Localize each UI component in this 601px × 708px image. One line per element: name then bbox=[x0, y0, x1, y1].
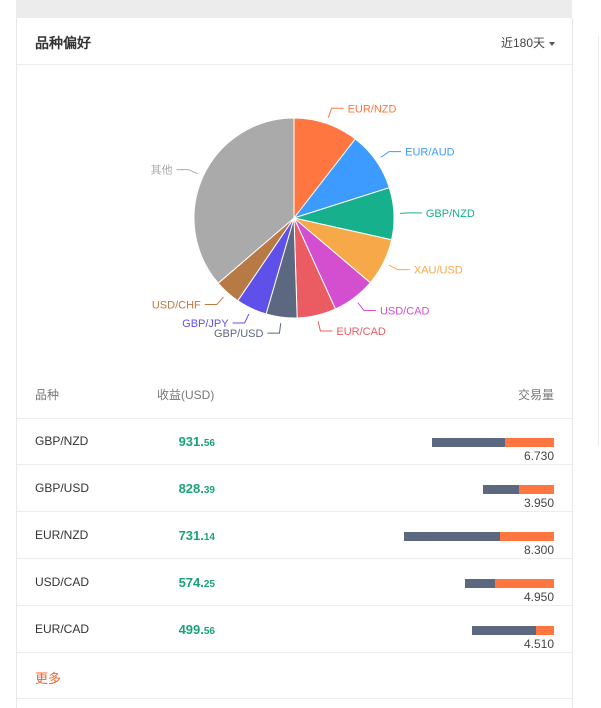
profit-integer: 731. bbox=[179, 528, 204, 543]
pie-chart: EUR/NZD EUR/AUD GBP/NZD XAU/USD USD/CAD EUR/C… bbox=[17, 18, 572, 358]
row-profit: 731.14 bbox=[157, 528, 215, 543]
volume-bar-segment-a bbox=[432, 438, 504, 447]
volume-bar-segment-a bbox=[465, 579, 496, 588]
top-divider bbox=[16, 0, 572, 18]
volume-bar bbox=[404, 532, 554, 541]
row-symbol: EUR/CAD bbox=[35, 622, 89, 636]
pie-label-line bbox=[233, 314, 249, 323]
pie-label-line bbox=[381, 152, 401, 158]
row-volume: 8.300 bbox=[524, 543, 554, 557]
volume-bar-segment-b bbox=[500, 532, 554, 541]
volume-bar bbox=[432, 438, 554, 447]
row-volume: 3.950 bbox=[524, 496, 554, 510]
row-volume: 4.950 bbox=[524, 590, 554, 604]
pie-slice-label: EUR/NZD bbox=[348, 103, 397, 115]
table-header: 品种 收益(USD) 交易量 bbox=[17, 384, 572, 419]
profit-integer: 828. bbox=[179, 481, 204, 496]
pie-label-line bbox=[177, 170, 198, 174]
profit-decimal: 25 bbox=[204, 579, 215, 590]
right-divider bbox=[598, 36, 599, 446]
volume-bar bbox=[465, 579, 554, 588]
pie-label-line bbox=[389, 265, 410, 269]
pie-slice-label: EUR/AUD bbox=[405, 147, 455, 159]
table-row[interactable]: USD/CAD 574.25 4.950 bbox=[17, 559, 572, 606]
row-volume: 4.510 bbox=[524, 637, 554, 651]
pie-slice-label: GBP/JPY bbox=[182, 318, 229, 330]
pie-label-line bbox=[328, 108, 343, 117]
profit-integer: 931. bbox=[179, 434, 204, 449]
pie-label-line bbox=[205, 297, 224, 304]
row-profit: 931.56 bbox=[157, 434, 215, 449]
col-symbol: 品种 bbox=[35, 386, 59, 403]
table-row[interactable]: GBP/USD 828.39 3.950 bbox=[17, 465, 572, 512]
row-profit: 828.39 bbox=[157, 481, 215, 496]
row-profit: 499.56 bbox=[157, 622, 215, 637]
profit-decimal: 14 bbox=[204, 532, 215, 543]
profit-decimal: 39 bbox=[204, 485, 215, 496]
volume-bar-segment-a bbox=[404, 532, 500, 541]
pie-slice-label: XAU/USD bbox=[414, 265, 463, 277]
col-profit: 收益(USD) bbox=[157, 386, 214, 403]
profit-decimal: 56 bbox=[204, 626, 215, 637]
col-volume: 交易量 bbox=[518, 386, 554, 403]
volume-bar-segment-b bbox=[519, 485, 554, 494]
volume-bar-segment-b bbox=[536, 626, 554, 635]
pie-slice-label: USD/CHF bbox=[152, 300, 201, 312]
row-symbol: GBP/NZD bbox=[35, 434, 88, 448]
table-row[interactable]: EUR/NZD 731.14 8.300 bbox=[17, 512, 572, 559]
volume-bar-segment-a bbox=[472, 626, 535, 635]
row-symbol: GBP/USD bbox=[35, 481, 89, 495]
bottom-divider bbox=[17, 698, 572, 699]
volume-bar bbox=[483, 485, 554, 494]
table-row[interactable]: GBP/NZD 931.56 6.730 bbox=[17, 418, 572, 465]
profit-integer: 574. bbox=[179, 575, 204, 590]
pie-slice-label: EUR/CAD bbox=[336, 326, 386, 338]
row-symbol: EUR/NZD bbox=[35, 528, 88, 542]
pie-label-line bbox=[358, 303, 376, 311]
row-volume: 6.730 bbox=[524, 449, 554, 463]
pie-slice-label: USD/CAD bbox=[380, 306, 430, 318]
pie-slice-label: GBP/NZD bbox=[426, 208, 475, 220]
volume-bar-segment-a bbox=[483, 485, 519, 494]
row-symbol: USD/CAD bbox=[35, 575, 89, 589]
pie-label-line bbox=[318, 321, 332, 331]
volume-bar bbox=[472, 626, 554, 635]
volume-bar-segment-b bbox=[505, 438, 554, 447]
profit-integer: 499. bbox=[179, 622, 204, 637]
more-link[interactable]: 更多 bbox=[35, 668, 61, 687]
profit-decimal: 56 bbox=[204, 438, 215, 449]
pie-slice-label: 其他 bbox=[151, 164, 173, 177]
table-row[interactable]: EUR/CAD 499.56 4.510 bbox=[17, 606, 572, 653]
volume-bar-segment-b bbox=[495, 579, 554, 588]
pie-label-line bbox=[267, 323, 280, 333]
row-profit: 574.25 bbox=[157, 575, 215, 590]
